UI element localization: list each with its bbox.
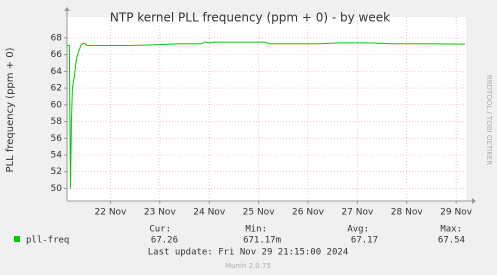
x-axis-arrow	[472, 198, 476, 204]
x-tick-label: 25 Nov	[243, 208, 276, 218]
legend-header: Min:	[245, 225, 267, 235]
y-tick-label: 62	[51, 84, 62, 94]
legend-header: Avg:	[347, 225, 369, 235]
x-tick-label: 27 Nov	[341, 208, 374, 218]
x-tick-label: 24 Nov	[193, 208, 226, 218]
x-tick-label: 26 Nov	[292, 208, 325, 218]
y-tick-label: 66	[51, 50, 63, 60]
legend-header: Cur:	[149, 225, 171, 235]
y-tick-label: 56	[51, 134, 63, 144]
legend-label: pll-freq	[26, 236, 69, 246]
legend-value: 67.54	[438, 236, 465, 246]
last-update: Last update: Fri Nov 29 21:15:00 2024	[148, 248, 348, 258]
chart-title: NTP kernel PLL frequency (ppm + 0) - by …	[110, 11, 390, 25]
plot-area	[67, 17, 466, 201]
legend-swatch	[14, 236, 20, 242]
y-tick-label: 54	[51, 151, 63, 161]
side-label: RRDTOOL / TOBI OETIKER	[485, 75, 493, 165]
x-tick-label: 22 Nov	[95, 208, 128, 218]
legend-header: Max:	[440, 225, 462, 235]
x-tick-label: 28 Nov	[391, 208, 424, 218]
y-tick-label: 60	[51, 100, 63, 110]
y-tick-label: 68	[51, 33, 63, 43]
x-tick-label: 23 Nov	[144, 208, 177, 218]
y-axis-label: PLL frequency (ppm + 0)	[5, 47, 16, 172]
y-tick-label: 50	[51, 184, 63, 194]
footer: Munin 2.0.75	[225, 262, 271, 270]
y-tick-label: 52	[51, 167, 62, 177]
y-tick-label: 58	[51, 117, 63, 127]
legend-value: 671.17m	[243, 236, 281, 246]
y-axis-arrow	[64, 7, 70, 11]
data-line	[67, 41, 466, 189]
legend-value: 67.26	[151, 236, 178, 246]
y-tick-label: 64	[51, 67, 63, 77]
legend-value: 67.17	[351, 236, 378, 246]
x-tick-label: 29 Nov	[440, 208, 473, 218]
